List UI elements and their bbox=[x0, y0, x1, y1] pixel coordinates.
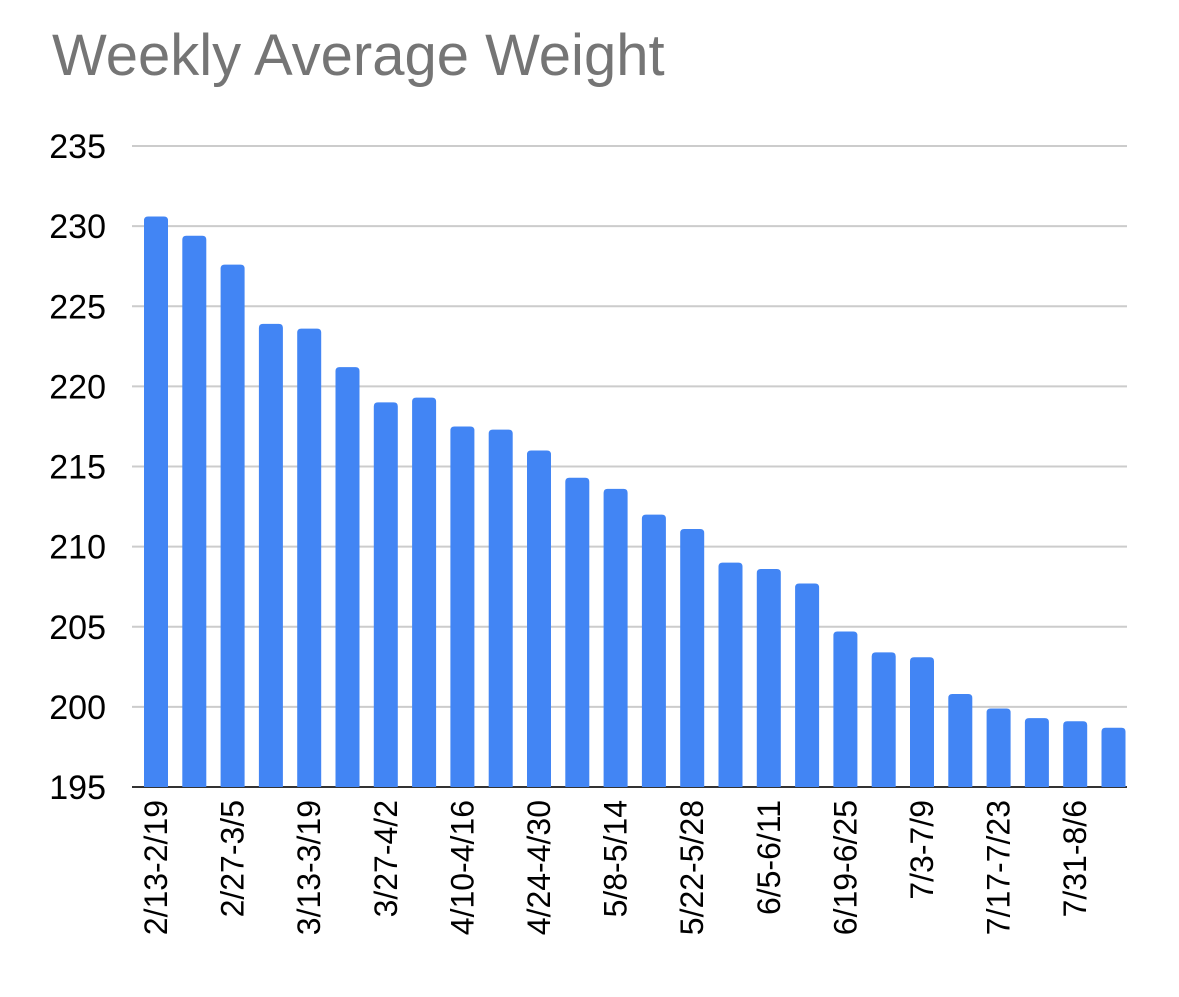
x-tick-label: 2/27-3/5 bbox=[215, 800, 251, 917]
bar bbox=[986, 708, 1011, 787]
bar bbox=[948, 694, 973, 787]
bar bbox=[182, 235, 207, 788]
y-tick-label: 200 bbox=[49, 689, 106, 727]
x-tick-label: 5/8-5/14 bbox=[598, 800, 634, 917]
bar bbox=[756, 569, 781, 787]
bar bbox=[488, 429, 513, 787]
chart-title: Weekly Average Weight bbox=[52, 23, 665, 88]
bar bbox=[450, 426, 475, 787]
bar bbox=[1101, 727, 1126, 787]
x-tick-label: 7/31-8/6 bbox=[1057, 800, 1093, 917]
y-tick-label: 220 bbox=[49, 368, 106, 406]
y-tick-label: 205 bbox=[49, 609, 106, 647]
y-axis-ticks: 195 200 205 210 215 220 225 230 235 bbox=[49, 128, 106, 807]
bar bbox=[258, 323, 283, 787]
bar bbox=[297, 328, 322, 787]
y-tick-label: 210 bbox=[49, 529, 106, 567]
x-tick-label: 4/10-4/16 bbox=[444, 800, 480, 935]
y-tick-label: 195 bbox=[49, 769, 106, 807]
x-tick-label: 3/27-4/2 bbox=[368, 800, 404, 917]
x-tick-label: 6/19-6/25 bbox=[827, 800, 863, 935]
x-tick-label: 5/22-5/28 bbox=[674, 800, 710, 935]
y-tick-label: 230 bbox=[49, 208, 106, 246]
bar bbox=[335, 367, 360, 787]
x-tick-label: 4/24-4/30 bbox=[521, 800, 557, 935]
bar bbox=[1024, 718, 1049, 787]
x-tick-label: 7/17-7/23 bbox=[981, 800, 1017, 935]
bar bbox=[527, 450, 551, 787]
bar bbox=[680, 528, 705, 787]
bar bbox=[220, 264, 245, 788]
bar bbox=[833, 631, 858, 787]
bar bbox=[144, 216, 168, 787]
bar bbox=[641, 514, 666, 787]
bar bbox=[871, 652, 896, 787]
bar bbox=[795, 583, 820, 787]
bar bbox=[1063, 721, 1088, 787]
y-tick-label: 235 bbox=[49, 128, 106, 166]
bar bbox=[603, 488, 628, 787]
x-tick-label: 7/3-7/9 bbox=[904, 800, 940, 900]
x-axis-ticks: 2/13-2/19 2/27-3/5 3/13-3/19 3/27-4/2 4/10-4… bbox=[138, 800, 1093, 935]
x-tick-label: 6/5-6/11 bbox=[751, 800, 787, 915]
bar bbox=[412, 397, 437, 787]
bar bbox=[565, 477, 590, 787]
x-tick-label: 2/13-2/19 bbox=[138, 800, 174, 935]
y-tick-label: 215 bbox=[49, 449, 106, 487]
bar bbox=[718, 562, 743, 787]
x-tick-label: 3/13-3/19 bbox=[291, 800, 327, 935]
bar bbox=[373, 402, 398, 787]
bars bbox=[144, 216, 1126, 788]
y-tick-label: 225 bbox=[49, 288, 106, 326]
bar bbox=[910, 657, 934, 787]
